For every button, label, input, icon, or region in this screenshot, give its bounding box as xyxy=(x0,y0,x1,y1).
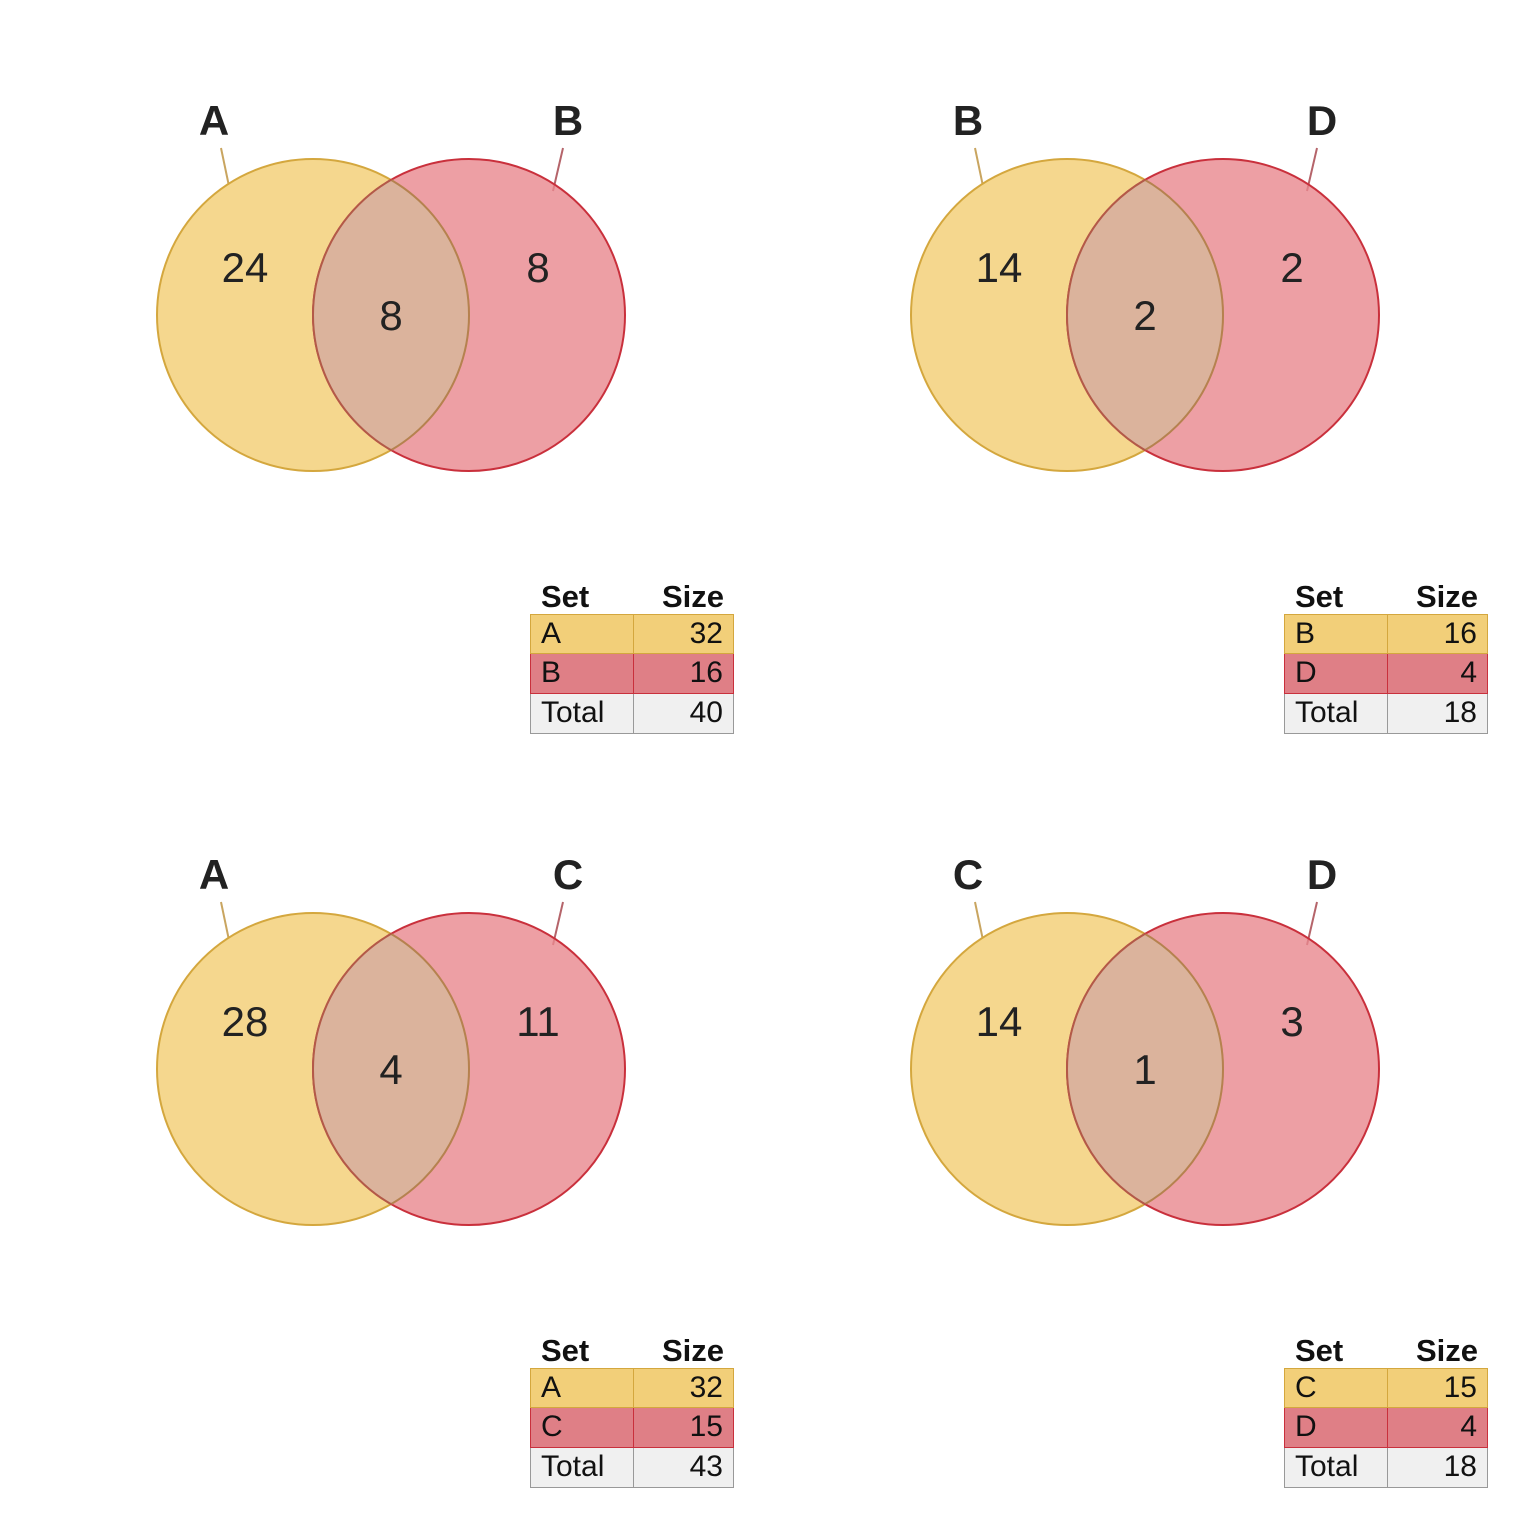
cell-size: 32 xyxy=(634,614,734,654)
overlap-region xyxy=(1067,159,1223,471)
set-label-right: D xyxy=(1307,97,1337,144)
count-intersection: 4 xyxy=(379,1046,402,1093)
set-label-left: B xyxy=(953,97,983,144)
set-size-table: Set Size B 16 D 4 Total 18 xyxy=(1284,574,1488,734)
table-row: C 15 xyxy=(1284,1368,1488,1408)
table-header: Set Size xyxy=(530,1328,734,1368)
venn-panel: B D 14 2 2 Set Size B 16 D 4 Total 18 xyxy=(754,0,1522,768)
venn-panel: A C 28 4 11 Set Size A 32 C 15 Total 43 xyxy=(0,754,768,1522)
cell-set: C xyxy=(1284,1368,1388,1408)
cell-set: Total xyxy=(530,1448,634,1488)
overlap-outline xyxy=(313,159,470,471)
table-row: Total 18 xyxy=(1284,694,1488,734)
cell-size: 16 xyxy=(1388,614,1488,654)
overlap-region xyxy=(1067,913,1223,1225)
overlap-outline xyxy=(313,913,470,1225)
venn-diagram: C D 14 1 3 xyxy=(910,851,1380,1226)
cell-size: 32 xyxy=(634,1368,734,1408)
cell-set: B xyxy=(530,654,634,694)
cell-size: 16 xyxy=(634,654,734,694)
cell-set: Total xyxy=(530,694,634,734)
set-label-left: A xyxy=(199,851,229,898)
count-only-left: 28 xyxy=(222,998,269,1045)
count-only-right: 3 xyxy=(1280,998,1303,1045)
cell-size: 18 xyxy=(1388,1448,1488,1488)
venn-diagram: B D 14 2 2 xyxy=(910,97,1380,472)
cell-set: A xyxy=(530,1368,634,1408)
venn-diagram: A B 24 8 8 xyxy=(156,97,626,472)
header-set: Set xyxy=(541,579,590,614)
count-intersection: 2 xyxy=(1133,292,1156,339)
header-size: Size xyxy=(661,579,724,614)
header-set: Set xyxy=(1295,1333,1344,1368)
count-only-right: 2 xyxy=(1280,244,1303,291)
set-size-table: Set Size A 32 C 15 Total 43 xyxy=(530,1328,734,1488)
cell-size: 4 xyxy=(1388,654,1488,694)
overlap-region xyxy=(313,913,469,1225)
header-set: Set xyxy=(541,1333,590,1368)
cell-size: 4 xyxy=(1388,1408,1488,1448)
count-intersection: 1 xyxy=(1133,1046,1156,1093)
table-row: A 32 xyxy=(530,614,734,654)
count-only-left: 24 xyxy=(222,244,269,291)
table-row: A 32 xyxy=(530,1368,734,1408)
count-only-right: 11 xyxy=(516,998,560,1045)
set-size-table: Set Size C 15 D 4 Total 18 xyxy=(1284,1328,1488,1488)
cell-set: Total xyxy=(1284,1448,1388,1488)
cell-size: 43 xyxy=(634,1448,734,1488)
overlap-outline xyxy=(1067,159,1224,471)
header-size: Size xyxy=(1415,1333,1478,1368)
set-label-right: D xyxy=(1307,851,1337,898)
overlap-outline xyxy=(1066,159,1223,471)
table-row: Total 18 xyxy=(1284,1448,1488,1488)
cell-set: Total xyxy=(1284,694,1388,734)
overlap-outline xyxy=(312,159,469,471)
table-row: Total 40 xyxy=(530,694,734,734)
overlap-outline xyxy=(312,913,469,1225)
overlap-outline xyxy=(1066,913,1223,1225)
cell-set: C xyxy=(530,1408,634,1448)
table-row: C 15 xyxy=(530,1408,734,1448)
count-intersection: 8 xyxy=(379,292,402,339)
table-row: Total 43 xyxy=(530,1448,734,1488)
set-label-right: C xyxy=(553,851,583,898)
venn-diagram: A C 28 4 11 xyxy=(156,851,626,1226)
header-set: Set xyxy=(1295,579,1344,614)
cell-set: B xyxy=(1284,614,1388,654)
count-only-right: 8 xyxy=(526,244,549,291)
cell-set: A xyxy=(530,614,634,654)
table-header: Set Size xyxy=(1284,574,1488,614)
cell-size: 40 xyxy=(634,694,734,734)
venn-panel: A B 24 8 8 Set Size A 32 B 16 Total 40 xyxy=(0,0,768,768)
overlap-region xyxy=(313,159,469,471)
cell-size: 15 xyxy=(1388,1368,1488,1408)
table-row: B 16 xyxy=(530,654,734,694)
table-header: Set Size xyxy=(1284,1328,1488,1368)
cell-size: 18 xyxy=(1388,694,1488,734)
count-only-left: 14 xyxy=(976,998,1023,1045)
venn-panel: C D 14 1 3 Set Size C 15 D 4 Total 18 xyxy=(754,754,1522,1522)
header-size: Size xyxy=(1415,579,1478,614)
set-label-left: C xyxy=(953,851,983,898)
overlap-outline xyxy=(1067,913,1224,1225)
set-label-right: B xyxy=(553,97,583,144)
set-size-table: Set Size A 32 B 16 Total 40 xyxy=(530,574,734,734)
table-row: B 16 xyxy=(1284,614,1488,654)
header-size: Size xyxy=(661,1333,724,1368)
table-header: Set Size xyxy=(530,574,734,614)
cell-set: D xyxy=(1284,1408,1388,1448)
count-only-left: 14 xyxy=(976,244,1023,291)
cell-set: D xyxy=(1284,654,1388,694)
set-label-left: A xyxy=(199,97,229,144)
cell-size: 15 xyxy=(634,1408,734,1448)
